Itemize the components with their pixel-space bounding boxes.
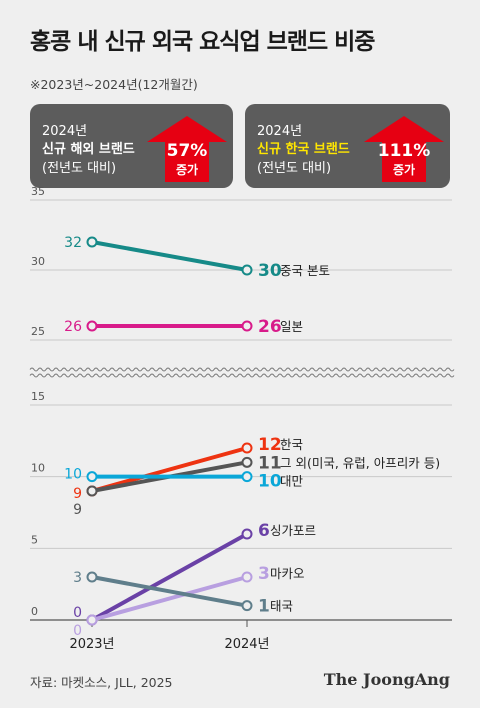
up-arrow-icon: 111% 증가: [364, 116, 444, 182]
x-tick-label: 2024년: [224, 637, 269, 652]
brand-logo: The JoongAng: [323, 670, 450, 689]
start-value-label: 26: [64, 319, 82, 335]
end-value-label: 12: [258, 435, 282, 455]
start-value-label: 32: [64, 235, 82, 251]
korean-increase-word: 증가: [393, 162, 415, 177]
series-line: [90, 532, 249, 622]
series-name-label: 마카오: [270, 566, 305, 581]
y-tick-label: 15: [31, 390, 45, 403]
start-value-label: 0: [73, 605, 82, 621]
data-point: [86, 571, 98, 583]
foreign-box-sub: (전년도 대비): [42, 161, 117, 176]
foreign-box-year: 2024년: [42, 124, 88, 139]
series-name-label: 그 외(미국, 유럽, 아프리카 등): [280, 455, 440, 470]
start-value-label: 10: [64, 467, 82, 483]
data-point: [86, 236, 98, 248]
data-point: [241, 442, 253, 454]
series-name-label: 태국: [270, 599, 293, 614]
y-tick-label: 0: [31, 605, 38, 618]
source-note: 자료: 마켓소스, JLL, 2025: [30, 675, 173, 690]
chart-subtitle: ※2023년~2024년(12개월간): [30, 77, 198, 92]
korean-box-label: 신규 한국 브랜드: [257, 142, 350, 157]
korean-box-sub: (전년도 대비): [257, 161, 332, 176]
korean-brand-box: 2024년 신규 한국 브랜드 (전년도 대비) 111% 증가: [245, 104, 450, 188]
series-name-label: 중국 본토: [280, 263, 330, 278]
data-point: [241, 600, 253, 612]
series-line: [90, 240, 249, 272]
data-point: [241, 456, 253, 468]
chart-title: 홍콩 내 신규 외국 요식업 브랜드 비중: [30, 29, 375, 55]
series-line: [90, 446, 249, 493]
data-point: [241, 264, 253, 276]
end-value-label: 1: [258, 597, 270, 617]
start-value-label: 9: [73, 502, 82, 518]
korean-pct: 111%: [378, 141, 431, 161]
start-value-label: 9: [73, 486, 82, 502]
y-tick-label: 30: [31, 255, 45, 268]
y-tick-label: 10: [31, 462, 45, 475]
data-point: [86, 485, 98, 497]
start-value-label: 0: [73, 623, 82, 639]
data-point: [86, 471, 98, 483]
end-value-label: 11: [258, 453, 282, 473]
series-line: [90, 575, 249, 622]
data-point: [241, 471, 253, 483]
data-point: [241, 320, 253, 332]
y-tick-label: 35: [31, 185, 45, 198]
data-point: [86, 614, 98, 626]
end-value-label: 26: [258, 317, 282, 337]
end-value-label: 3: [258, 564, 270, 584]
series-name-label: 싱가포르: [270, 523, 316, 538]
series-name-label: 한국: [280, 437, 303, 452]
y-tick-label: 5: [31, 533, 38, 546]
series-name-label: 대만: [280, 474, 304, 489]
end-value-label: 30: [258, 261, 282, 281]
x-tick-label: 2023년: [69, 637, 114, 652]
y-tick-label: 25: [31, 325, 45, 338]
foreign-increase-word: 증가: [176, 162, 198, 177]
start-value-label: 3: [73, 570, 82, 586]
end-value-label: 10: [258, 472, 282, 492]
foreign-box-label: 신규 해외 브랜드: [42, 142, 135, 157]
data-point: [241, 571, 253, 583]
axis-break-line: [29, 367, 455, 372]
series-name-label: 일본: [280, 319, 303, 334]
korean-box-year: 2024년: [257, 124, 303, 139]
end-value-label: 6: [258, 521, 270, 541]
axis-break-line: [29, 373, 455, 378]
foreign-brand-box: 2024년 신규 해외 브랜드 (전년도 대비) 57% 증가: [30, 104, 233, 188]
series-line: [90, 575, 249, 608]
up-arrow-icon: 57% 증가: [147, 116, 227, 182]
data-point: [241, 528, 253, 540]
data-point: [86, 320, 98, 332]
foreign-pct: 57%: [167, 141, 208, 161]
